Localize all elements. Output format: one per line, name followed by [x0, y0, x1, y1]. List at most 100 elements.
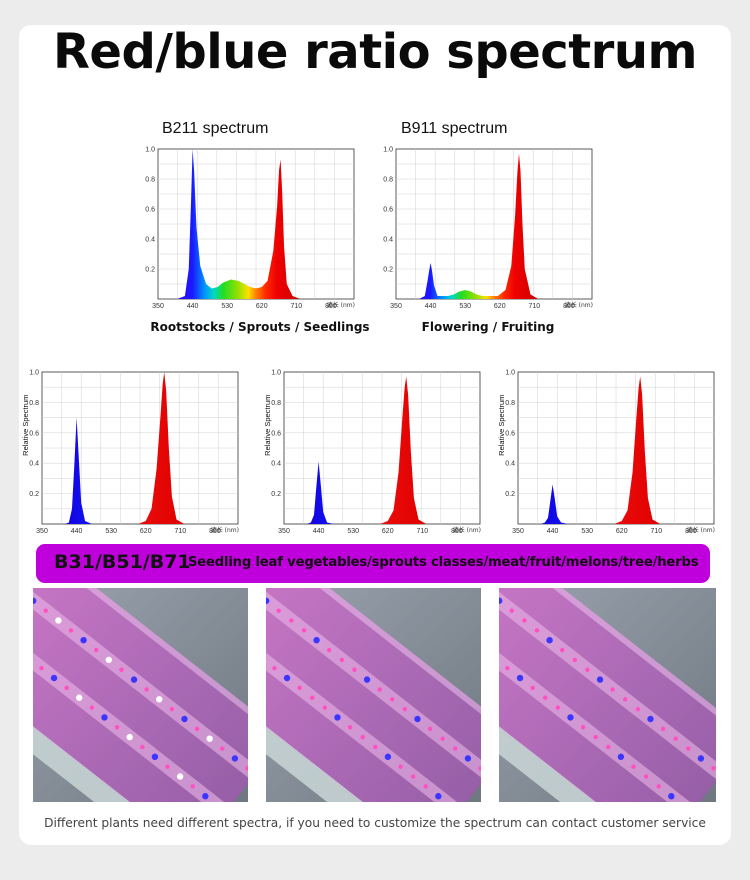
- led-dot: [656, 784, 661, 789]
- led-dot: [647, 715, 654, 723]
- x-axis-unit: 波长 (nm): [565, 301, 593, 309]
- y-tick-label: 0.2: [271, 491, 281, 498]
- led-dot: [327, 647, 332, 653]
- led-dot: [522, 618, 527, 623]
- led-dot: [580, 725, 586, 730]
- x-tick-label: 530: [347, 528, 359, 535]
- x-tick-label: 440: [71, 528, 83, 535]
- led-dot: [64, 685, 69, 691]
- led-dot: [352, 667, 357, 672]
- led-dot: [43, 608, 48, 613]
- x-axis-unit: 波长 (nm): [211, 526, 239, 534]
- spectrum-area: [42, 372, 200, 524]
- fixture-group: [33, 588, 248, 802]
- led-dot: [384, 753, 392, 761]
- y-axis-label: Relative Spectrum: [263, 395, 272, 456]
- led-dot: [606, 744, 611, 750]
- led-dot: [631, 764, 636, 769]
- led-dot: [94, 647, 99, 653]
- y-tick-label: 1.0: [505, 370, 515, 377]
- fixture-group: [499, 588, 716, 802]
- led-dot: [202, 793, 209, 800]
- led-strip: [499, 610, 695, 802]
- y-tick-label: 0.8: [145, 177, 155, 184]
- y-tick-label: 0.4: [383, 237, 393, 244]
- led-dot: [165, 764, 170, 769]
- led-dot: [169, 706, 175, 712]
- y-tick-label: 0.4: [145, 237, 155, 244]
- x-tick-label: 350: [152, 303, 164, 310]
- led-dot: [567, 714, 574, 721]
- led-dot: [435, 793, 442, 800]
- led-dot: [276, 608, 281, 613]
- led-dot: [363, 676, 371, 683]
- led-dot: [686, 746, 691, 751]
- led-dot: [546, 637, 553, 644]
- led-dot: [516, 674, 524, 682]
- led-dot: [390, 697, 395, 702]
- led-dot: [33, 597, 37, 605]
- x-tick-label: 620: [140, 528, 152, 535]
- x-tick-label: 710: [291, 303, 303, 310]
- y-tick-label: 0.8: [271, 400, 281, 407]
- led-dot: [76, 694, 83, 701]
- led-dot: [660, 726, 666, 732]
- led-dot: [534, 628, 540, 633]
- led-dot: [89, 705, 95, 710]
- led-dot: [360, 734, 365, 740]
- fixture-diffuser: [499, 588, 716, 802]
- fixture-edge: [499, 588, 716, 741]
- led-dot: [80, 637, 87, 644]
- x-tick-label: 620: [382, 528, 394, 535]
- led-dot: [440, 736, 445, 741]
- led-dot: [593, 734, 598, 740]
- led-dot: [423, 784, 428, 789]
- led-dot: [297, 685, 302, 691]
- photo-b31-strip-lights: [33, 588, 248, 802]
- led-dot: [105, 656, 113, 664]
- y-axis-label: Relative Spectrum: [21, 395, 30, 456]
- led-dot: [310, 695, 315, 700]
- led-dot: [643, 774, 649, 779]
- x-tick-label: 350: [390, 303, 402, 310]
- x-tick-label: 350: [36, 528, 48, 535]
- led-dot: [301, 628, 307, 633]
- led-dot: [194, 726, 200, 732]
- x-tick-label: 710: [651, 528, 663, 535]
- y-tick-label: 0.4: [29, 461, 39, 468]
- photo-scene: [33, 588, 248, 802]
- y-tick-label: 0.2: [505, 491, 515, 498]
- fixture-rail: [266, 649, 428, 802]
- led-strip: [266, 610, 462, 802]
- led-dot: [623, 697, 628, 702]
- x-tick-label: 530: [105, 528, 117, 535]
- photo-scene: [266, 588, 481, 802]
- x-axis-unit: 波长 (nm): [687, 526, 715, 534]
- y-tick-label: 0.6: [383, 207, 393, 214]
- y-tick-label: 0.2: [29, 491, 39, 498]
- x-tick-label: 800: [209, 528, 221, 535]
- photo-b71-strip-lights: [499, 588, 716, 802]
- led-dot: [190, 784, 195, 789]
- led-dot: [464, 755, 472, 762]
- led-dot: [231, 755, 239, 762]
- led-dot: [560, 647, 565, 653]
- x-tick-label: 530: [581, 528, 593, 535]
- led-dot: [289, 618, 294, 623]
- led-dot: [39, 665, 44, 671]
- x-tick-label: 440: [187, 303, 199, 310]
- fixture-diffuser: [266, 588, 481, 802]
- x-axis-unit: 波长 (nm): [327, 301, 355, 309]
- fixture-group: [266, 588, 481, 802]
- x-tick-label: 530: [459, 303, 471, 310]
- led-dot: [543, 695, 548, 700]
- led-dot: [245, 766, 248, 771]
- led-dot: [266, 597, 270, 605]
- led-dot: [635, 706, 641, 712]
- led-dot: [313, 637, 320, 644]
- chart-title-b911: B911 spectrum: [401, 120, 508, 137]
- led-dot: [555, 705, 561, 710]
